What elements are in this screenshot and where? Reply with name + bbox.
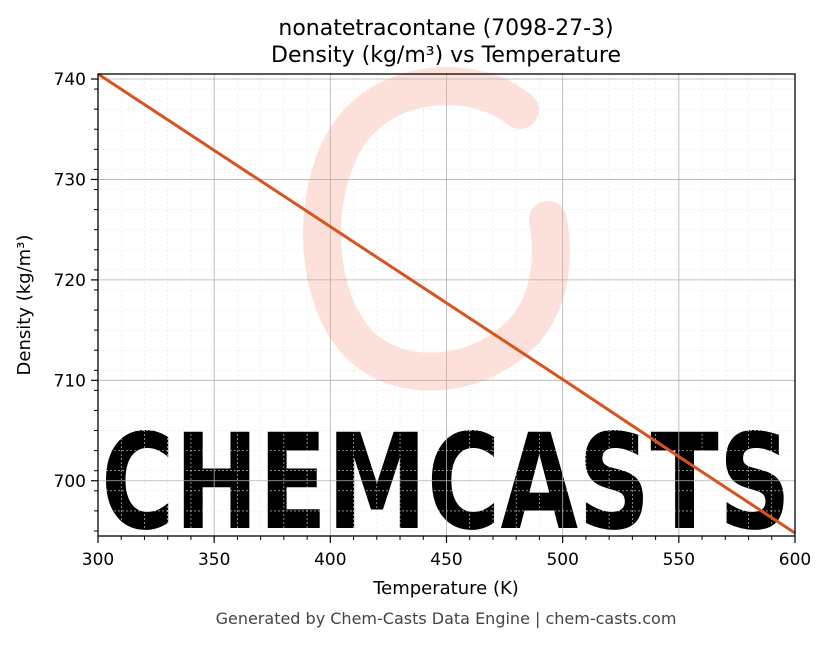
x-tick-label: 500 — [546, 550, 578, 570]
x-tick-label: 450 — [430, 550, 462, 570]
x-tick-label: 600 — [779, 550, 811, 570]
watermark-text: CHEMCASTS — [101, 406, 791, 560]
major-grid — [97, 74, 796, 536]
y-tick-label: 720 — [54, 271, 86, 291]
density-line — [97, 72, 796, 535]
footer-credit: Generated by Chem-Casts Data Engine | ch… — [216, 609, 677, 628]
x-tick-label: 350 — [198, 550, 230, 570]
y-axis: 700 710 720 730 740 — [54, 70, 98, 532]
watermark-logo — [303, 67, 570, 391]
x-tick-label: 400 — [314, 550, 346, 570]
x-axis-label: Temperature (K) — [372, 578, 519, 599]
y-tick-label: 730 — [54, 170, 86, 190]
x-tick-label: 300 — [82, 550, 114, 570]
y-tick-label: 740 — [54, 70, 86, 90]
series-layer — [97, 72, 796, 535]
y-tick-label: 710 — [54, 371, 86, 391]
chart-title: nonatetracontane (7098-27-3) — [278, 16, 613, 41]
x-tick-label: 550 — [663, 550, 695, 570]
watermark-swirl — [303, 67, 570, 391]
x-axis: 300 350 400 450 500 550 600 — [82, 536, 811, 570]
y-tick-label: 700 — [54, 472, 86, 492]
chart-subtitle: Density (kg/m³) vs Temperature — [271, 43, 621, 68]
y-axis-label: Density (kg/m³) — [14, 235, 35, 376]
